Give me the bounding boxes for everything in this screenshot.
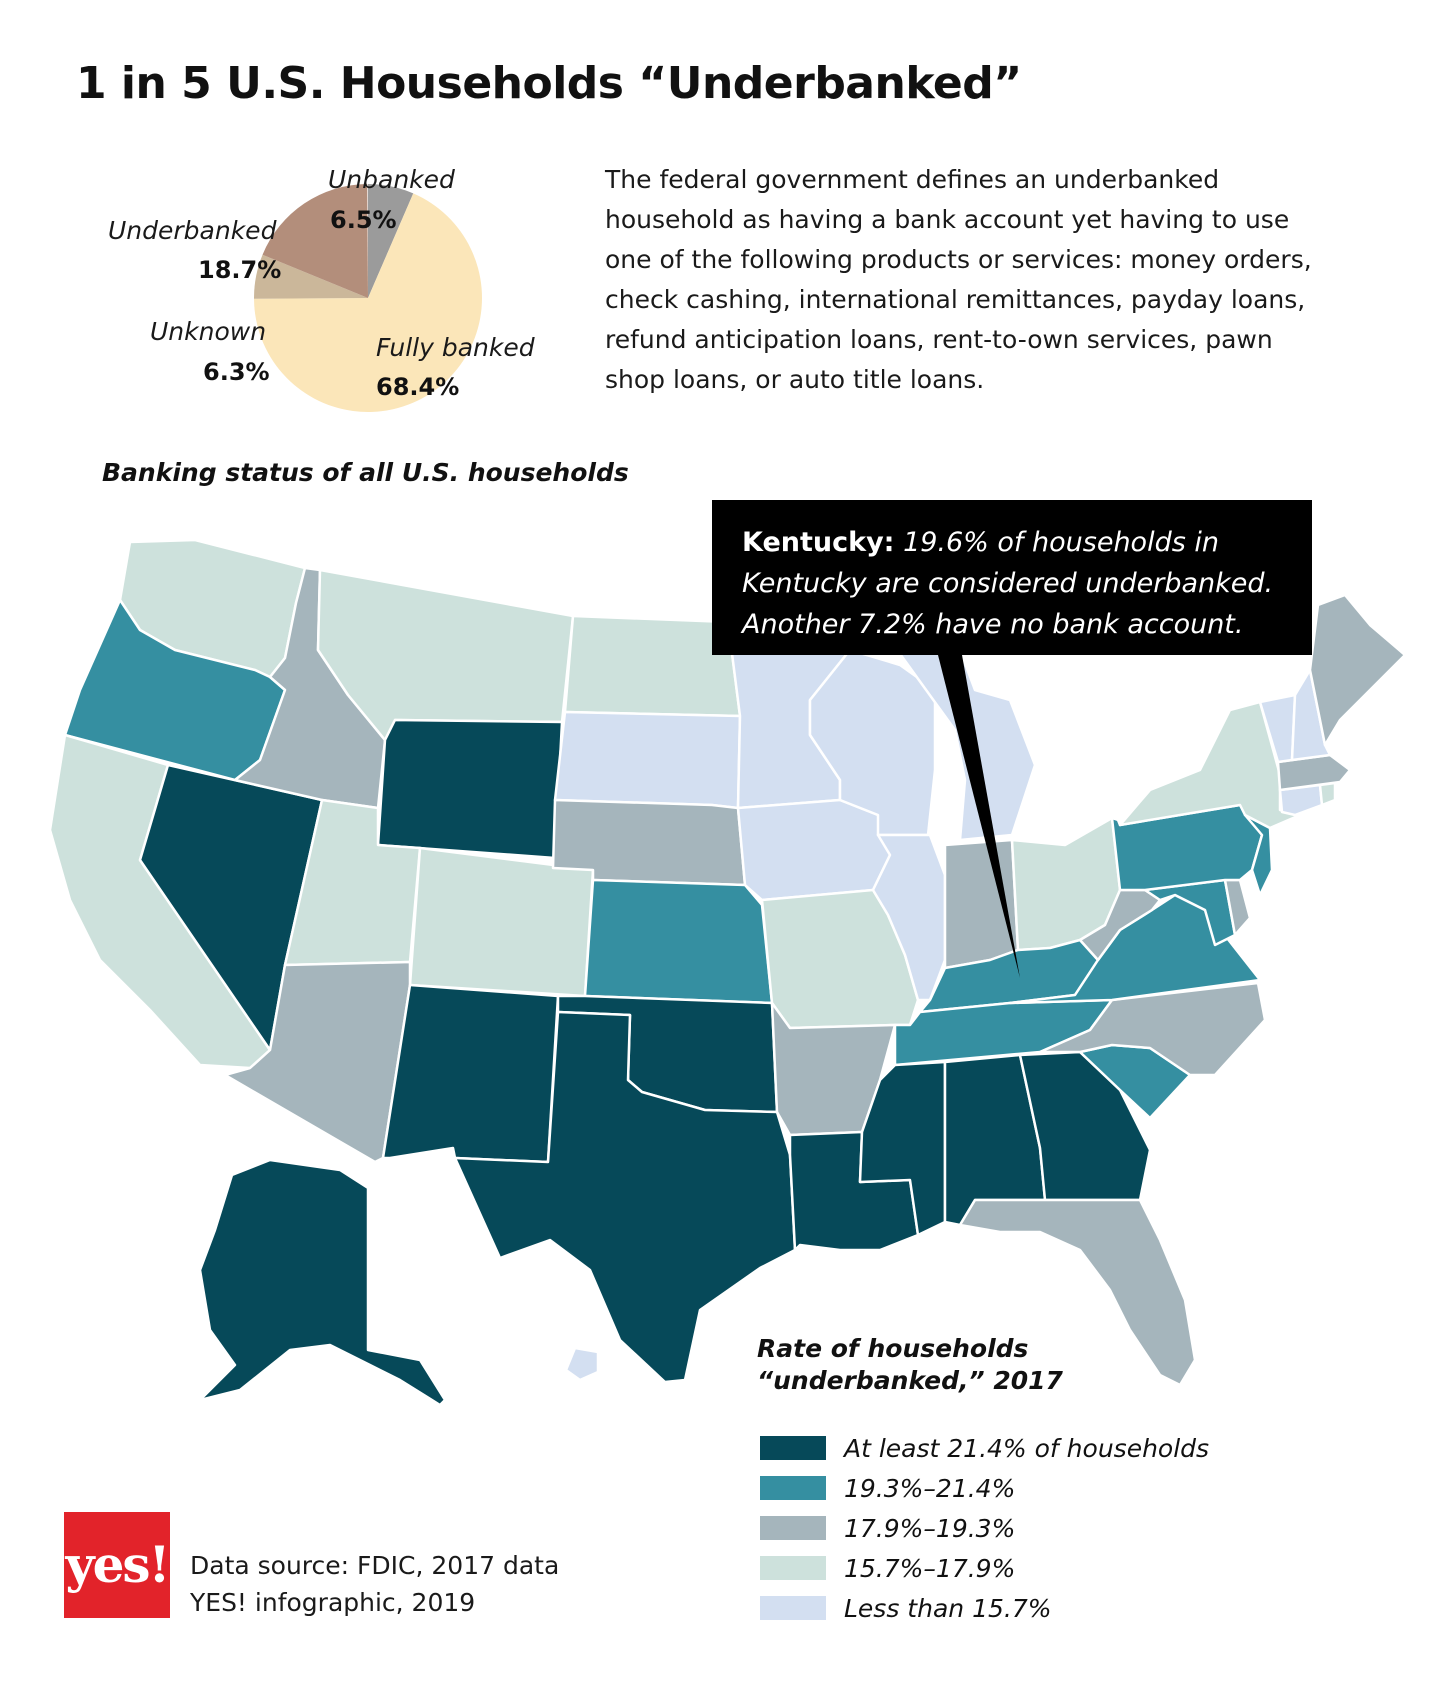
pie-slice-unbanked <box>368 184 414 298</box>
legend-label: Less than 15.7% <box>844 1593 1052 1623</box>
pie-slice-fully-banked <box>254 193 482 413</box>
state-arizona <box>223 960 412 1164</box>
banking-status-pie-chart: Unbanked 6.5% Underbanked 18.7% Unknown … <box>108 165 535 413</box>
pie-label-unknown-value: 6.3% <box>203 358 270 386</box>
state-south-dakota <box>553 710 742 810</box>
state-north-carolina <box>1038 981 1267 1077</box>
legend-label: 15.7%–17.9% <box>844 1553 1016 1583</box>
yes-logo: yes! <box>64 1512 170 1618</box>
state-maine <box>1308 593 1407 747</box>
legend-item: 19.3%–21.4% <box>760 1468 1209 1508</box>
legend-title: Rate of households “underbanked,” 2017 <box>757 1334 1063 1395</box>
legend-swatch-t2 <box>760 1476 826 1500</box>
legend-swatch-t1 <box>760 1436 826 1460</box>
state-texas <box>453 1010 797 1384</box>
state-new-mexico <box>381 983 560 1164</box>
legend-item: 15.7%–17.9% <box>760 1548 1209 1588</box>
pie-label-fully-banked-name: Fully banked <box>376 333 535 362</box>
pie-label-underbanked-name: Underbanked <box>108 216 277 245</box>
source-credits: Data source: FDIC, 2017 data YES! infogr… <box>190 1547 559 1621</box>
legend-label: At least 21.4% of households <box>844 1433 1210 1463</box>
legend-swatch-t3 <box>760 1516 826 1540</box>
pie-slice-underbanked <box>262 184 368 298</box>
pie-slice-unknown <box>253 254 368 299</box>
callout-state-name: Kentucky: <box>742 527 895 558</box>
state-kansas <box>583 878 774 1005</box>
description-text: The federal government defines an underb… <box>605 165 1312 394</box>
credit-line: YES! infographic, 2019 <box>190 1588 476 1617</box>
pie-caption: Banking status of all U.S. households <box>102 458 629 487</box>
state-indiana <box>943 838 1020 970</box>
page-title: 1 in 5 U.S. Households “Underbanked” <box>76 58 1022 109</box>
pie-label-underbanked-value: 18.7% <box>198 256 281 284</box>
state-iowa <box>736 798 892 902</box>
legend-label: 19.3%–21.4% <box>844 1473 1016 1503</box>
state-colorado <box>408 846 595 998</box>
pie-label-unbanked-name: Unbanked <box>328 165 455 194</box>
state-new-hampshire <box>1290 668 1332 762</box>
pie-label-fully-banked-value: 68.4% <box>376 373 459 401</box>
state-wyoming <box>376 718 564 860</box>
state-hawaii <box>564 1346 600 1382</box>
legend-label: 17.9%–19.3% <box>844 1513 1016 1543</box>
callout-pointer <box>938 655 1020 978</box>
state-florida <box>958 1198 1197 1387</box>
source-line: Data source: FDIC, 2017 data <box>190 1551 560 1580</box>
kentucky-callout: Kentucky: 19.6% of households in Kentuck… <box>712 500 1312 655</box>
pie-label-unbanked-value: 6.5% <box>330 206 397 234</box>
legend-item: 17.9%–19.3% <box>760 1508 1209 1548</box>
legend-item: Less than 15.7% <box>760 1588 1209 1628</box>
legend: At least 21.4% of households 19.3%–21.4%… <box>760 1428 1209 1628</box>
pie-label-unknown-name: Unknown <box>150 317 266 346</box>
legend-item: At least 21.4% of households <box>760 1428 1209 1468</box>
state-rhode-island <box>1318 781 1337 807</box>
legend-swatch-t5 <box>760 1596 826 1620</box>
state-alaska <box>198 1158 447 1407</box>
callout-text: 19.6% of households in Kentucky are cons… <box>742 527 1274 640</box>
us-underbanked-map <box>48 538 1407 1407</box>
legend-swatch-t4 <box>760 1556 826 1580</box>
state-illinois <box>871 833 947 1002</box>
